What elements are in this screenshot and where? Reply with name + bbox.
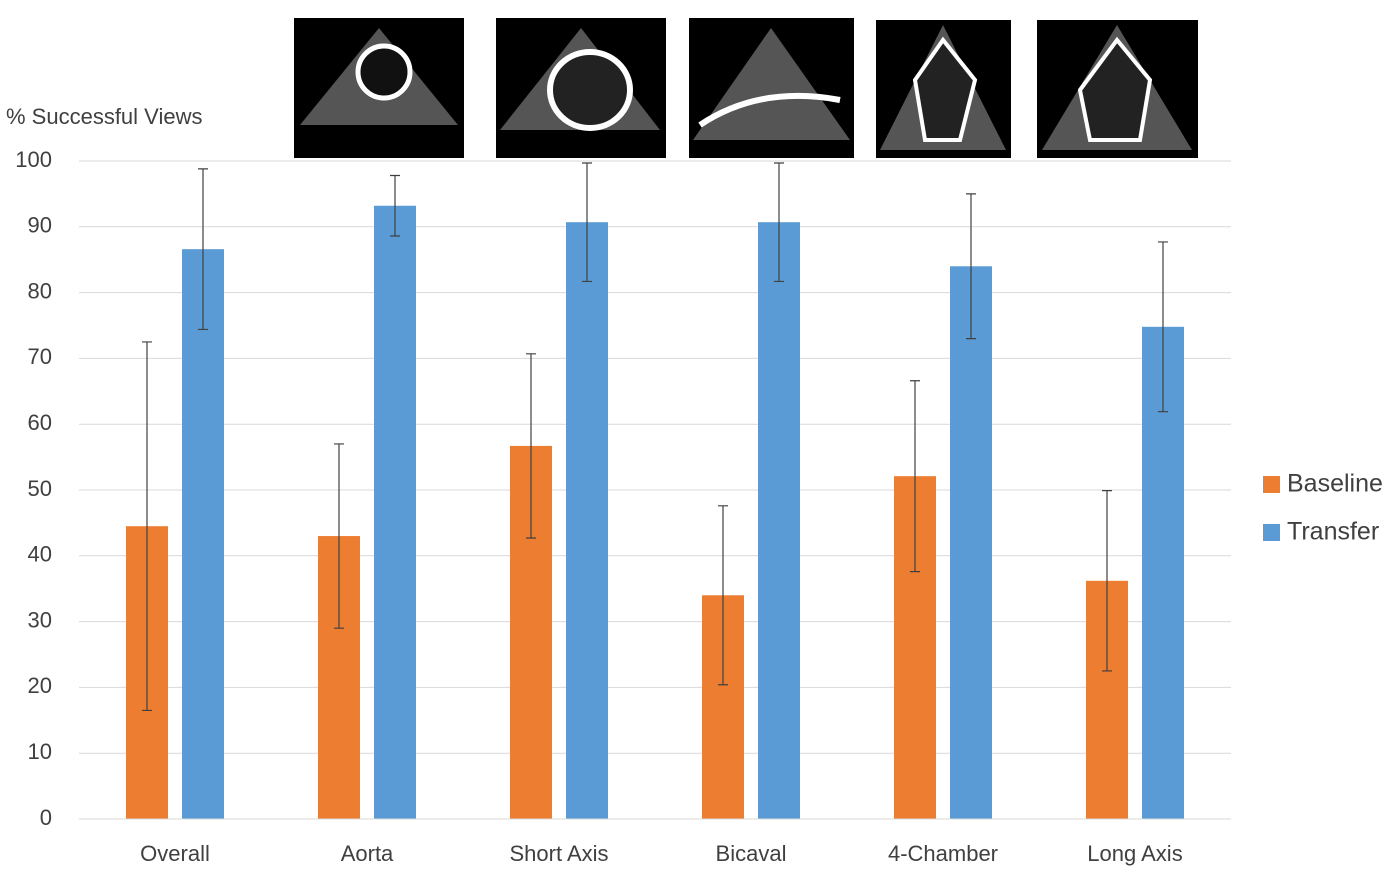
bar [182,249,224,819]
x-tick-label: Short Axis [509,841,608,866]
x-tick-label: Long Axis [1087,841,1182,866]
echo-fan [693,28,850,140]
y-tick-label: 70 [28,344,52,369]
y-tick-label: 60 [28,410,52,435]
echo-shape [1077,36,1153,142]
legend-swatch [1263,524,1280,541]
error-bar [334,443,344,629]
x-tick-label: 4-Chamber [888,841,998,866]
legend-label: Transfer [1287,518,1379,546]
error-bar [526,353,536,539]
echo-shape [547,49,633,131]
echo-shape [698,92,841,128]
y-tick-label: 20 [28,673,52,698]
bar [566,222,608,820]
bar [374,205,416,819]
y-tick-label: 0 [40,805,52,830]
y-tick-label: 30 [28,607,52,632]
echo-shape [912,36,978,142]
error-bar [718,505,728,686]
error-bar [390,174,400,237]
x-tick-label: Bicaval [716,841,787,866]
y-tick-label: 50 [28,476,52,501]
echo-shape [355,43,413,101]
y-tick-label: 40 [28,542,52,567]
x-tick-label: Aorta [341,841,394,866]
error-bar [1158,241,1168,413]
echo-images [294,18,1198,158]
error-bar [966,193,976,340]
error-bar [142,341,152,712]
error-bar [910,380,920,573]
bar [950,266,992,819]
y-tick-label: 10 [28,739,52,764]
y-axis-label: % Successful Views [6,104,202,129]
legend-swatch [1263,476,1280,493]
y-tick-label: 100 [15,147,52,172]
error-bar [1102,490,1112,672]
legend-label: Baseline [1287,470,1383,498]
bar [758,222,800,820]
y-tick-label: 80 [28,278,52,303]
x-tick-label: Overall [140,841,210,866]
error-bar [774,162,784,283]
error-bar [582,162,592,283]
y-tick-label: 90 [28,213,52,238]
error-bar [198,168,208,331]
